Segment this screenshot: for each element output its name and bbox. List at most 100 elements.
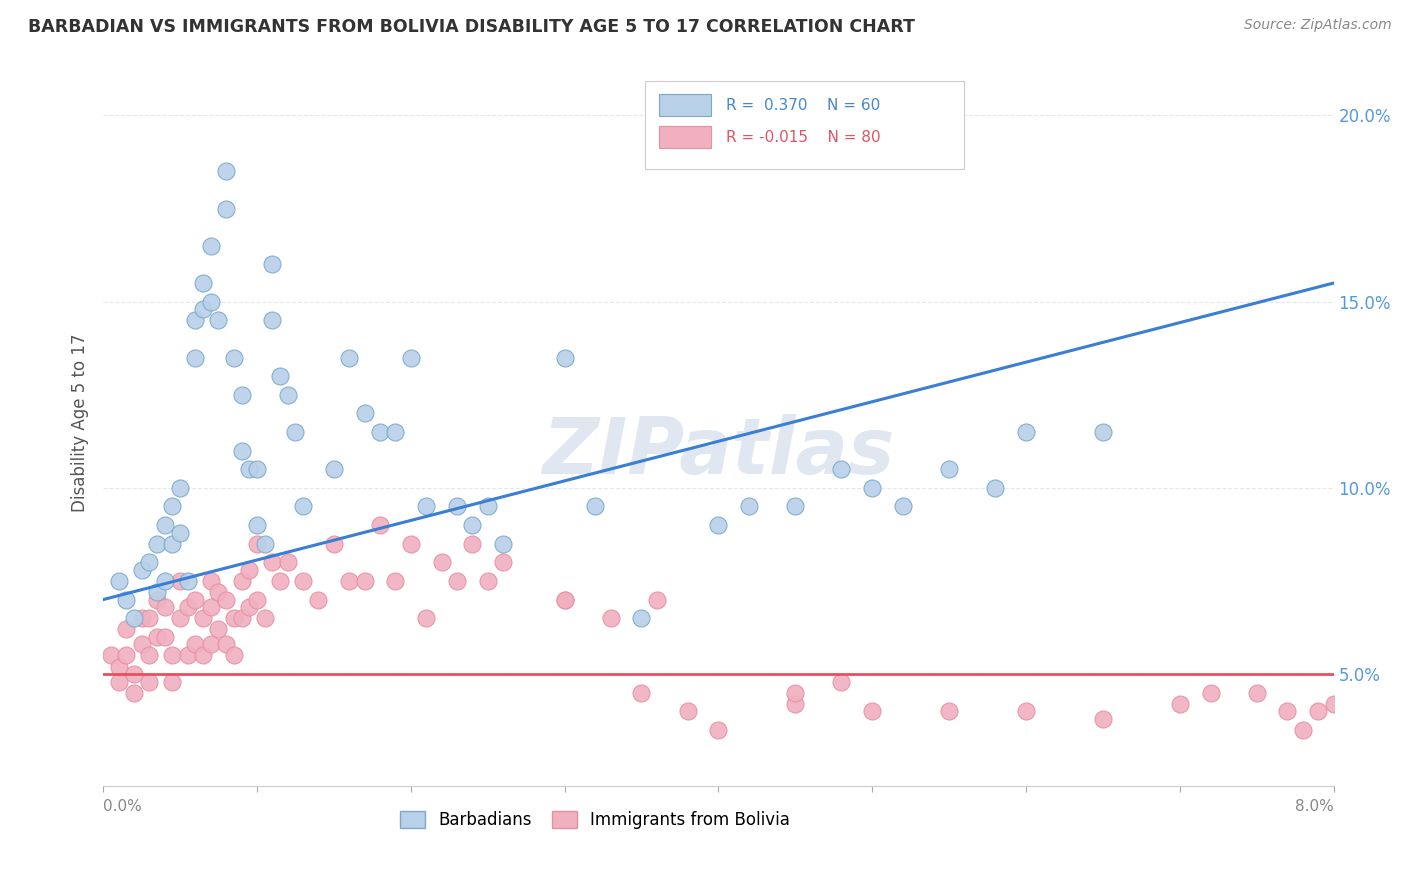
Point bbox=[1168, 697, 1191, 711]
Point bbox=[938, 462, 960, 476]
Point bbox=[322, 462, 344, 476]
Point bbox=[100, 648, 122, 663]
Point bbox=[461, 537, 484, 551]
Text: R = -0.015    N = 80: R = -0.015 N = 80 bbox=[725, 130, 880, 145]
Point bbox=[1308, 704, 1330, 718]
Point bbox=[215, 637, 238, 651]
Point bbox=[353, 406, 375, 420]
Text: R =  0.370    N = 60: R = 0.370 N = 60 bbox=[725, 98, 880, 113]
FancyBboxPatch shape bbox=[659, 127, 711, 148]
Point bbox=[1091, 425, 1114, 439]
Point bbox=[115, 623, 138, 637]
Legend: Barbadians, Immigrants from Bolivia: Barbadians, Immigrants from Bolivia bbox=[394, 804, 797, 836]
Point bbox=[277, 555, 299, 569]
Point bbox=[399, 537, 422, 551]
Point bbox=[461, 518, 484, 533]
Point bbox=[153, 574, 176, 588]
Point bbox=[415, 500, 437, 514]
Point bbox=[860, 481, 883, 495]
Point bbox=[308, 592, 330, 607]
Point bbox=[153, 630, 176, 644]
Point bbox=[253, 537, 276, 551]
Point bbox=[138, 555, 160, 569]
Point bbox=[146, 630, 169, 644]
Point bbox=[200, 239, 222, 253]
Point bbox=[122, 686, 145, 700]
Point bbox=[583, 500, 606, 514]
Point bbox=[1277, 704, 1299, 718]
Point bbox=[200, 637, 222, 651]
Point bbox=[115, 592, 138, 607]
Point bbox=[200, 294, 222, 309]
Text: BARBADIAN VS IMMIGRANTS FROM BOLIVIA DISABILITY AGE 5 TO 17 CORRELATION CHART: BARBADIAN VS IMMIGRANTS FROM BOLIVIA DIS… bbox=[28, 18, 915, 36]
Text: 8.0%: 8.0% bbox=[1295, 799, 1334, 814]
Point bbox=[1292, 723, 1315, 737]
Point bbox=[284, 425, 307, 439]
Point bbox=[415, 611, 437, 625]
Point bbox=[785, 686, 807, 700]
Point bbox=[131, 563, 153, 577]
Point bbox=[492, 555, 515, 569]
Point bbox=[1015, 704, 1038, 718]
Point bbox=[707, 518, 730, 533]
Point bbox=[269, 574, 291, 588]
Point bbox=[215, 164, 238, 178]
Point bbox=[138, 674, 160, 689]
Point bbox=[292, 500, 315, 514]
Point bbox=[162, 500, 184, 514]
Point bbox=[830, 462, 852, 476]
Point bbox=[1323, 697, 1346, 711]
Text: Source: ZipAtlas.com: Source: ZipAtlas.com bbox=[1244, 18, 1392, 32]
Point bbox=[246, 592, 269, 607]
Point bbox=[477, 500, 499, 514]
Text: 0.0%: 0.0% bbox=[103, 799, 142, 814]
Point bbox=[738, 500, 761, 514]
Point bbox=[200, 600, 222, 615]
Point bbox=[446, 500, 468, 514]
Point bbox=[138, 611, 160, 625]
Point bbox=[191, 611, 214, 625]
Point bbox=[337, 574, 360, 588]
Point bbox=[153, 518, 176, 533]
Point bbox=[246, 518, 269, 533]
Point bbox=[353, 574, 375, 588]
Point bbox=[860, 704, 883, 718]
Point bbox=[1015, 425, 1038, 439]
Point bbox=[253, 611, 276, 625]
Text: ZIPatlas: ZIPatlas bbox=[543, 414, 894, 490]
Point bbox=[153, 600, 176, 615]
Point bbox=[337, 351, 360, 365]
Point bbox=[399, 351, 422, 365]
Point bbox=[146, 585, 169, 599]
Point bbox=[191, 276, 214, 290]
Point bbox=[169, 611, 191, 625]
Point bbox=[554, 592, 576, 607]
Point bbox=[238, 462, 260, 476]
Point bbox=[446, 574, 468, 588]
Point bbox=[122, 667, 145, 681]
Point bbox=[246, 462, 269, 476]
Point bbox=[184, 351, 207, 365]
Point bbox=[162, 648, 184, 663]
Point bbox=[262, 555, 284, 569]
Point bbox=[262, 313, 284, 327]
Point bbox=[207, 623, 229, 637]
Point bbox=[231, 574, 253, 588]
Point bbox=[215, 202, 238, 216]
Point bbox=[277, 388, 299, 402]
Point bbox=[222, 351, 245, 365]
Point bbox=[938, 704, 960, 718]
Point bbox=[238, 563, 260, 577]
Point bbox=[492, 537, 515, 551]
Point bbox=[984, 481, 1007, 495]
Point bbox=[384, 425, 406, 439]
Point bbox=[177, 600, 200, 615]
Point bbox=[146, 537, 169, 551]
Point bbox=[162, 674, 184, 689]
Point bbox=[107, 674, 129, 689]
Point bbox=[785, 697, 807, 711]
Point bbox=[1199, 686, 1222, 700]
Point bbox=[207, 585, 229, 599]
Point bbox=[146, 592, 169, 607]
Point bbox=[231, 388, 253, 402]
